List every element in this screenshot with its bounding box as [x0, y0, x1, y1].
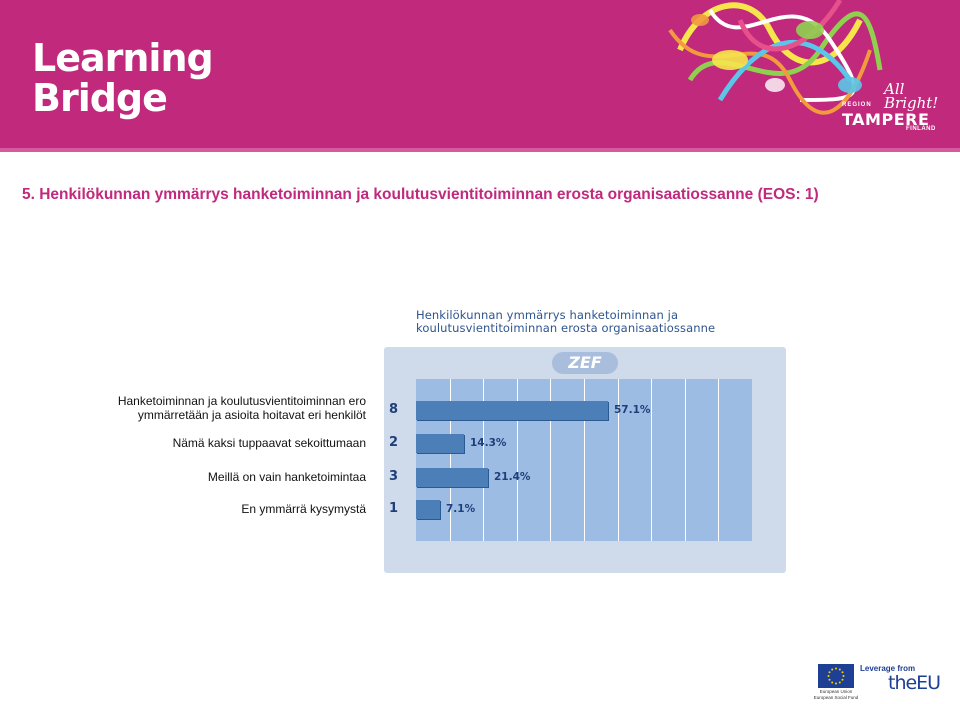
chart-title: Henkilökunnan ymmärrys hanketoiminnan ja… — [416, 309, 746, 335]
count-label-2: 3 — [389, 469, 399, 484]
the-eu-text: theEU — [888, 672, 941, 694]
category-label-0-line-1: ymmärretään ja asioita hoitavat eri henk… — [137, 408, 366, 422]
count-label-0: 8 — [389, 402, 399, 417]
zef-badge: ZEF — [552, 352, 618, 374]
category-label-2-line-0: Meillä on vain hanketoimintaa — [207, 470, 366, 484]
count-label-1: 2 — [389, 435, 399, 450]
grid-line — [584, 379, 585, 541]
category-label-1: Nämä kaksi tuppaavat sekoittumaan — [173, 436, 366, 450]
region-tampere-logo: All Bright! REGION TAMPERE FINLAND — [838, 80, 938, 140]
category-label-2: Meillä on vain hanketoimintaa — [208, 470, 366, 484]
category-label-3: En ymmärrä kysymystä — [241, 502, 366, 516]
bar-0 — [416, 401, 608, 420]
header-banner: Learning Bridge All Bright! REGION TAMPE… — [0, 0, 960, 152]
learning-bridge-logo: Learning Bridge — [32, 36, 214, 120]
chart-title-line-2: koulutusvientitoiminnan erosta organisaa… — [416, 321, 716, 335]
bar-2 — [416, 468, 488, 487]
bar-value-label-3: 7.1% — [446, 503, 476, 515]
grid-line — [450, 379, 451, 541]
slide-title: 5. Henkilökunnan ymmärrys hanketoiminnan… — [22, 186, 819, 203]
logo-line-bridge: Bridge — [32, 76, 168, 120]
category-label-3-line-0: En ymmärrä kysymystä — [241, 502, 366, 516]
bar-value-label-1: 14.3% — [470, 437, 507, 449]
bar-value-label-0: 57.1% — [614, 404, 651, 416]
bar-1 — [416, 434, 464, 453]
region-text: REGION — [842, 102, 872, 108]
grid-line — [550, 379, 551, 541]
count-label-3: 1 — [389, 501, 399, 516]
plot-area — [416, 379, 752, 541]
grid-line — [483, 379, 484, 541]
bar-3 — [416, 500, 440, 519]
header-bottom-strip — [0, 148, 960, 152]
eu-caption-line-1: European Union — [819, 689, 853, 694]
logo-line-learning: Learning — [32, 36, 214, 80]
finland-text: FINLAND — [906, 126, 936, 132]
grid-line — [685, 379, 686, 541]
leverage-text: Leverage from — [860, 664, 916, 673]
eu-flag-icon — [818, 664, 854, 688]
colorful-swirl-art — [668, 0, 883, 115]
grid-line — [718, 379, 719, 541]
chart-title-line-1: Henkilökunnan ymmärrys hanketoiminnan ja — [416, 308, 679, 322]
allbright-text: All Bright! — [884, 80, 939, 112]
eu-caption: European Union European Social Fund — [796, 689, 876, 701]
category-label-1-line-0: Nämä kaksi tuppaavat sekoittumaan — [172, 436, 366, 450]
bar-value-label-2: 21.4% — [494, 471, 531, 483]
eu-caption-line-2: European Social Fund — [813, 695, 859, 700]
grid-line — [651, 379, 652, 541]
grid-line — [517, 379, 518, 541]
tampere-text: TAMPERE — [842, 110, 930, 129]
category-label-0: Hanketoiminnan ja koulutusvientitoiminna… — [118, 394, 366, 422]
category-label-0-line-0: Hanketoiminnan ja koulutusvientitoiminna… — [117, 394, 366, 408]
grid-line — [618, 379, 619, 541]
